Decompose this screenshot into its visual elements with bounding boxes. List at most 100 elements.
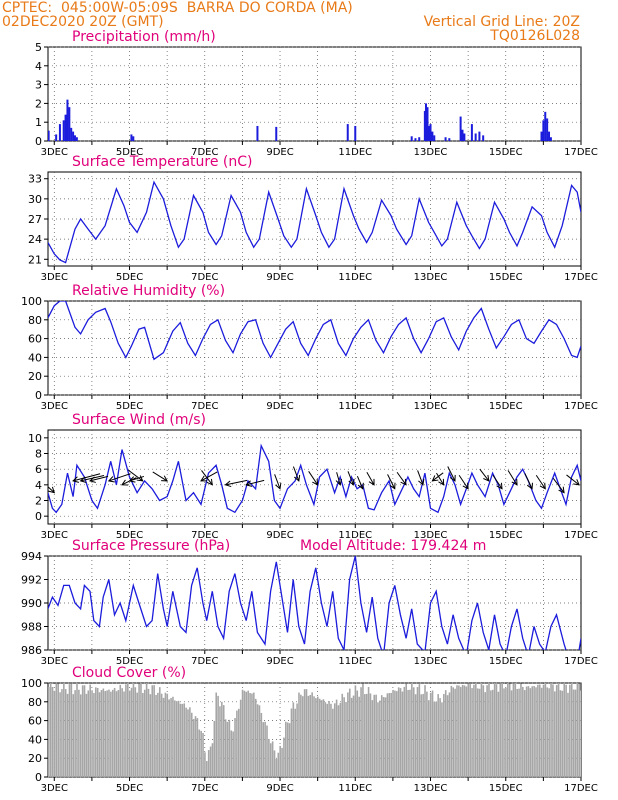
precip-bar — [346, 124, 349, 141]
cloud-bar — [324, 702, 327, 777]
cloud-bar — [115, 691, 118, 777]
cloud-bar — [300, 694, 302, 777]
precip-bar — [482, 135, 485, 141]
cloud-bar — [482, 685, 485, 777]
rh-ytick-label: 80 — [28, 314, 42, 327]
cloud-bar — [352, 695, 355, 777]
cloud-bar — [307, 695, 310, 777]
precip-xtick-label: 17DEC — [564, 147, 598, 158]
cloud-bar — [317, 696, 319, 777]
cloud-bar — [147, 688, 150, 777]
precip-title: Precipitation (mm/h) — [72, 29, 216, 45]
pres-xtick-label: 15DEC — [489, 656, 523, 667]
cloud-bar — [473, 684, 475, 777]
cloud-xtick-label: 13DEC — [414, 783, 448, 794]
cloud-bar — [164, 692, 167, 777]
precip-bar — [73, 135, 76, 141]
cloud-bar — [450, 685, 453, 777]
wind-arrow — [89, 475, 109, 482]
cloud-bar — [76, 683, 78, 777]
wind-ytick-label: 4 — [35, 479, 42, 492]
cloud-bar — [548, 688, 550, 777]
cloud-bar — [57, 683, 59, 777]
cloud-bar — [497, 691, 500, 777]
cloud-bar — [187, 709, 189, 777]
precip-bar — [48, 130, 50, 141]
rh-xtick-label: 3DEC — [41, 401, 68, 412]
cloud-bar — [277, 752, 280, 777]
precip-bar — [256, 125, 259, 141]
cloud-bar — [226, 721, 229, 777]
cloud-bar — [228, 719, 231, 777]
precip-bar — [431, 131, 434, 141]
wind-arrow-head — [511, 478, 518, 486]
cloud-bar — [506, 683, 509, 777]
temp-xtick-label: 11DEC — [338, 272, 372, 283]
cloud-xtick-label: 11DEC — [338, 783, 372, 794]
cloud-bar — [437, 694, 439, 777]
cloud-bar — [540, 687, 543, 777]
cloud-bar — [192, 719, 195, 777]
rh-title: Relative Humidity (%) — [72, 283, 225, 299]
precip-xtick-label: 9DEC — [266, 147, 293, 158]
cloud-bar — [433, 701, 436, 777]
cloud-bar — [416, 687, 419, 777]
cloud-bar — [245, 691, 248, 777]
cloud-bar — [202, 732, 204, 777]
cloud-bar — [174, 700, 176, 777]
cloud-bar — [268, 738, 270, 777]
cloud-bar — [484, 692, 487, 777]
wind-arrow-head — [89, 476, 96, 483]
cloud-bar — [153, 685, 155, 777]
wind-arrow-head — [418, 478, 425, 486]
cloud-bar — [333, 703, 336, 777]
precip-bar — [64, 114, 67, 141]
wind-arrow-head — [573, 479, 580, 486]
cloud-bar — [95, 687, 97, 777]
wind-arrow — [432, 472, 444, 482]
cloud-bar — [480, 683, 483, 777]
cloud-bar — [345, 702, 347, 777]
rh-line — [48, 301, 581, 361]
cloud-xtick-label: 5DEC — [116, 783, 143, 794]
cloud-bar — [236, 710, 238, 777]
cloud-bar — [177, 700, 180, 777]
cloud-bar — [132, 683, 135, 777]
cloud-bar — [330, 703, 332, 777]
pres-line — [48, 556, 581, 650]
wind-xtick-label: 17DEC — [564, 530, 598, 541]
cloud-bar — [328, 701, 330, 777]
precip-bar — [410, 136, 413, 141]
cloud-bar — [102, 688, 105, 777]
cloud-bar — [322, 699, 325, 777]
rh-xtick-label: 5DEC — [116, 401, 143, 412]
cloud-bar — [441, 702, 443, 777]
precip-xtick-label: 13DEC — [414, 147, 448, 158]
cloud-bar — [200, 730, 202, 777]
cloud-bar — [574, 689, 577, 777]
cloud-bar — [557, 683, 560, 777]
cloud-bar — [294, 708, 297, 777]
cloud-bar — [298, 692, 300, 777]
temp-ytick-label: 27 — [28, 213, 42, 226]
pres-plot-area — [48, 556, 581, 650]
wind-arrow — [492, 474, 503, 490]
cloud-bar — [125, 684, 127, 777]
cloud-bar — [439, 698, 441, 777]
cloud-bar — [286, 722, 289, 777]
cloud-bar — [467, 683, 470, 777]
cloud-bar — [578, 683, 581, 777]
wind-arrow-head — [161, 475, 169, 482]
cloud-bar — [157, 692, 159, 777]
wind-arrow — [336, 472, 341, 485]
cloud-bar — [429, 692, 432, 777]
cloud-bar — [563, 683, 566, 777]
wind-panel: Surface Wind (m/s) 3DEC 5DEC 7DEC 9DEC 11DEC 1… — [28, 412, 598, 541]
wind-arrow — [507, 470, 518, 486]
cloud-bar — [254, 698, 257, 777]
wind-ytick-label: 6 — [35, 463, 42, 476]
cloud-bar — [486, 685, 488, 777]
precip-bar — [546, 118, 549, 141]
rh-xtick-label: 9DEC — [266, 401, 293, 412]
temp-xtick-label: 17DEC — [564, 272, 598, 283]
